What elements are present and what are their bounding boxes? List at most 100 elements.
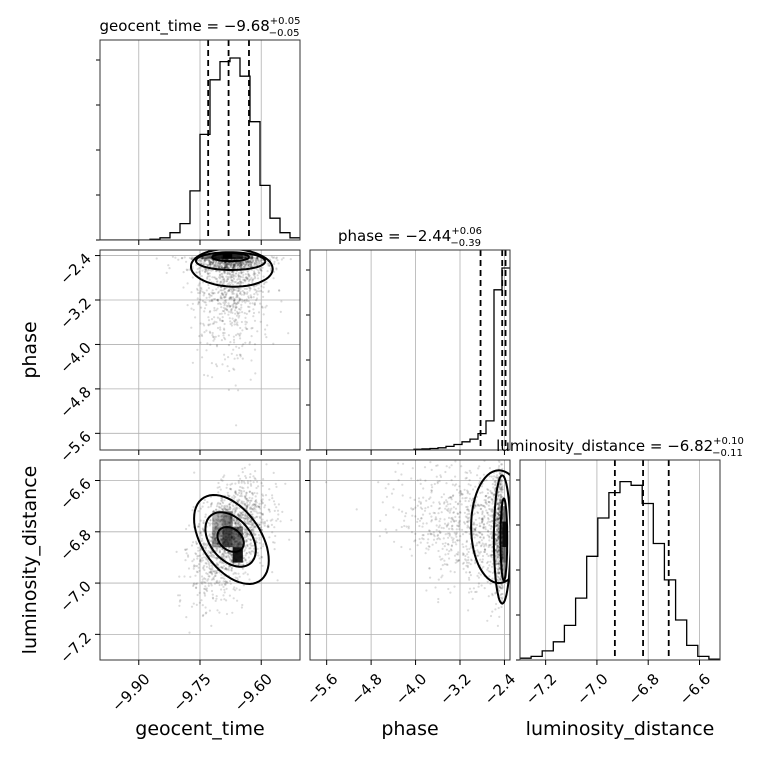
scatter-point <box>223 291 226 294</box>
scatter-point <box>221 320 224 323</box>
scatter-point <box>221 316 224 319</box>
scatter-point <box>268 264 271 267</box>
scatter-point <box>422 496 425 499</box>
scatter-point <box>242 293 245 296</box>
scatter-point <box>197 510 200 513</box>
scatter-point <box>204 606 207 609</box>
scatter-point <box>481 504 484 507</box>
scatter-point <box>234 508 237 512</box>
scatter-point <box>201 537 204 540</box>
scatter-point <box>253 510 256 513</box>
scatter-point <box>214 525 218 528</box>
scatter-point <box>436 482 439 485</box>
scatter-point <box>474 529 477 532</box>
scatter-point <box>499 502 502 505</box>
scatter-point <box>252 260 255 263</box>
scatter-point <box>202 521 205 525</box>
scatter-point <box>225 265 228 268</box>
scatter-point <box>243 527 246 530</box>
scatter-point <box>232 267 235 270</box>
scatter-point <box>483 516 486 519</box>
scatter-point <box>499 487 502 490</box>
scatter-point <box>239 276 242 279</box>
scatter-point <box>219 262 222 265</box>
scatter-point <box>239 261 242 264</box>
scatter-point <box>185 527 188 531</box>
scatter-point <box>273 541 276 544</box>
scatter-point <box>242 281 245 284</box>
scatter-point <box>249 499 252 502</box>
scatter-point <box>284 482 287 485</box>
scatter-point <box>265 336 268 339</box>
scatter-point <box>487 500 490 503</box>
scatter-point <box>495 482 498 485</box>
scatter-point <box>496 458 498 460</box>
scatter-point <box>191 302 194 305</box>
scatter-point <box>486 619 489 622</box>
scatter-point <box>254 503 257 506</box>
scatter-point <box>447 507 450 510</box>
scatter-point <box>197 566 200 569</box>
scatter-point <box>491 577 494 580</box>
scatter-point <box>497 467 500 470</box>
scatter-point <box>234 506 237 509</box>
scatter-point <box>479 507 482 510</box>
scatter-point <box>227 263 231 266</box>
contour-line <box>499 497 509 582</box>
scatter-point <box>232 296 235 299</box>
scatter-point <box>249 265 252 268</box>
scatter-point <box>430 504 433 508</box>
scatter-point <box>217 262 220 265</box>
scatter-point <box>486 534 489 537</box>
scatter-point <box>230 309 233 312</box>
scatter-point <box>249 520 252 523</box>
scatter-point <box>404 515 407 518</box>
scatter-point <box>245 262 248 266</box>
scatter-point <box>472 533 475 536</box>
scatter-point <box>468 587 472 590</box>
scatter-point <box>476 534 479 537</box>
scatter-point <box>450 498 453 501</box>
scatter-point <box>165 271 168 274</box>
scatter-point <box>197 284 200 287</box>
scatter-point <box>237 514 241 517</box>
scatter-point <box>241 516 244 519</box>
scatter-point <box>218 611 221 614</box>
scatter-point <box>453 520 456 523</box>
scatter-point <box>196 287 199 290</box>
scatter-point <box>255 268 258 271</box>
scatter-point <box>237 274 240 277</box>
scatter-point <box>244 279 247 282</box>
scatter-point <box>496 556 499 559</box>
scatter-point <box>250 544 253 547</box>
scatter-point <box>258 538 261 541</box>
scatter-point <box>420 517 423 520</box>
scatter-point <box>234 305 237 308</box>
scatter-point <box>196 555 199 558</box>
scatter-point <box>252 315 255 318</box>
scatter-point <box>231 292 234 295</box>
scatter-point <box>478 517 481 520</box>
scatter-point <box>437 537 440 540</box>
scatter-point <box>455 532 458 535</box>
scatter-point <box>238 499 241 502</box>
scatter-point <box>215 345 219 348</box>
scatter-point <box>211 570 214 573</box>
scatter-point <box>209 536 212 539</box>
scatter-point <box>203 556 206 559</box>
scatter-point <box>235 507 238 510</box>
scatter-point <box>450 536 453 539</box>
scatter-point <box>460 503 463 506</box>
scatter-point <box>217 262 220 265</box>
scatter-point <box>251 255 254 258</box>
scatter-point <box>234 563 237 566</box>
scatter-point <box>249 510 252 514</box>
scatter-point <box>251 497 254 500</box>
scatter-point <box>488 544 491 547</box>
scatter-point <box>210 572 214 575</box>
scatter-point <box>220 292 223 295</box>
scatter-point <box>211 596 214 599</box>
scatter-point <box>252 503 255 506</box>
scatter-point <box>496 520 499 523</box>
scatter-point <box>223 295 226 298</box>
